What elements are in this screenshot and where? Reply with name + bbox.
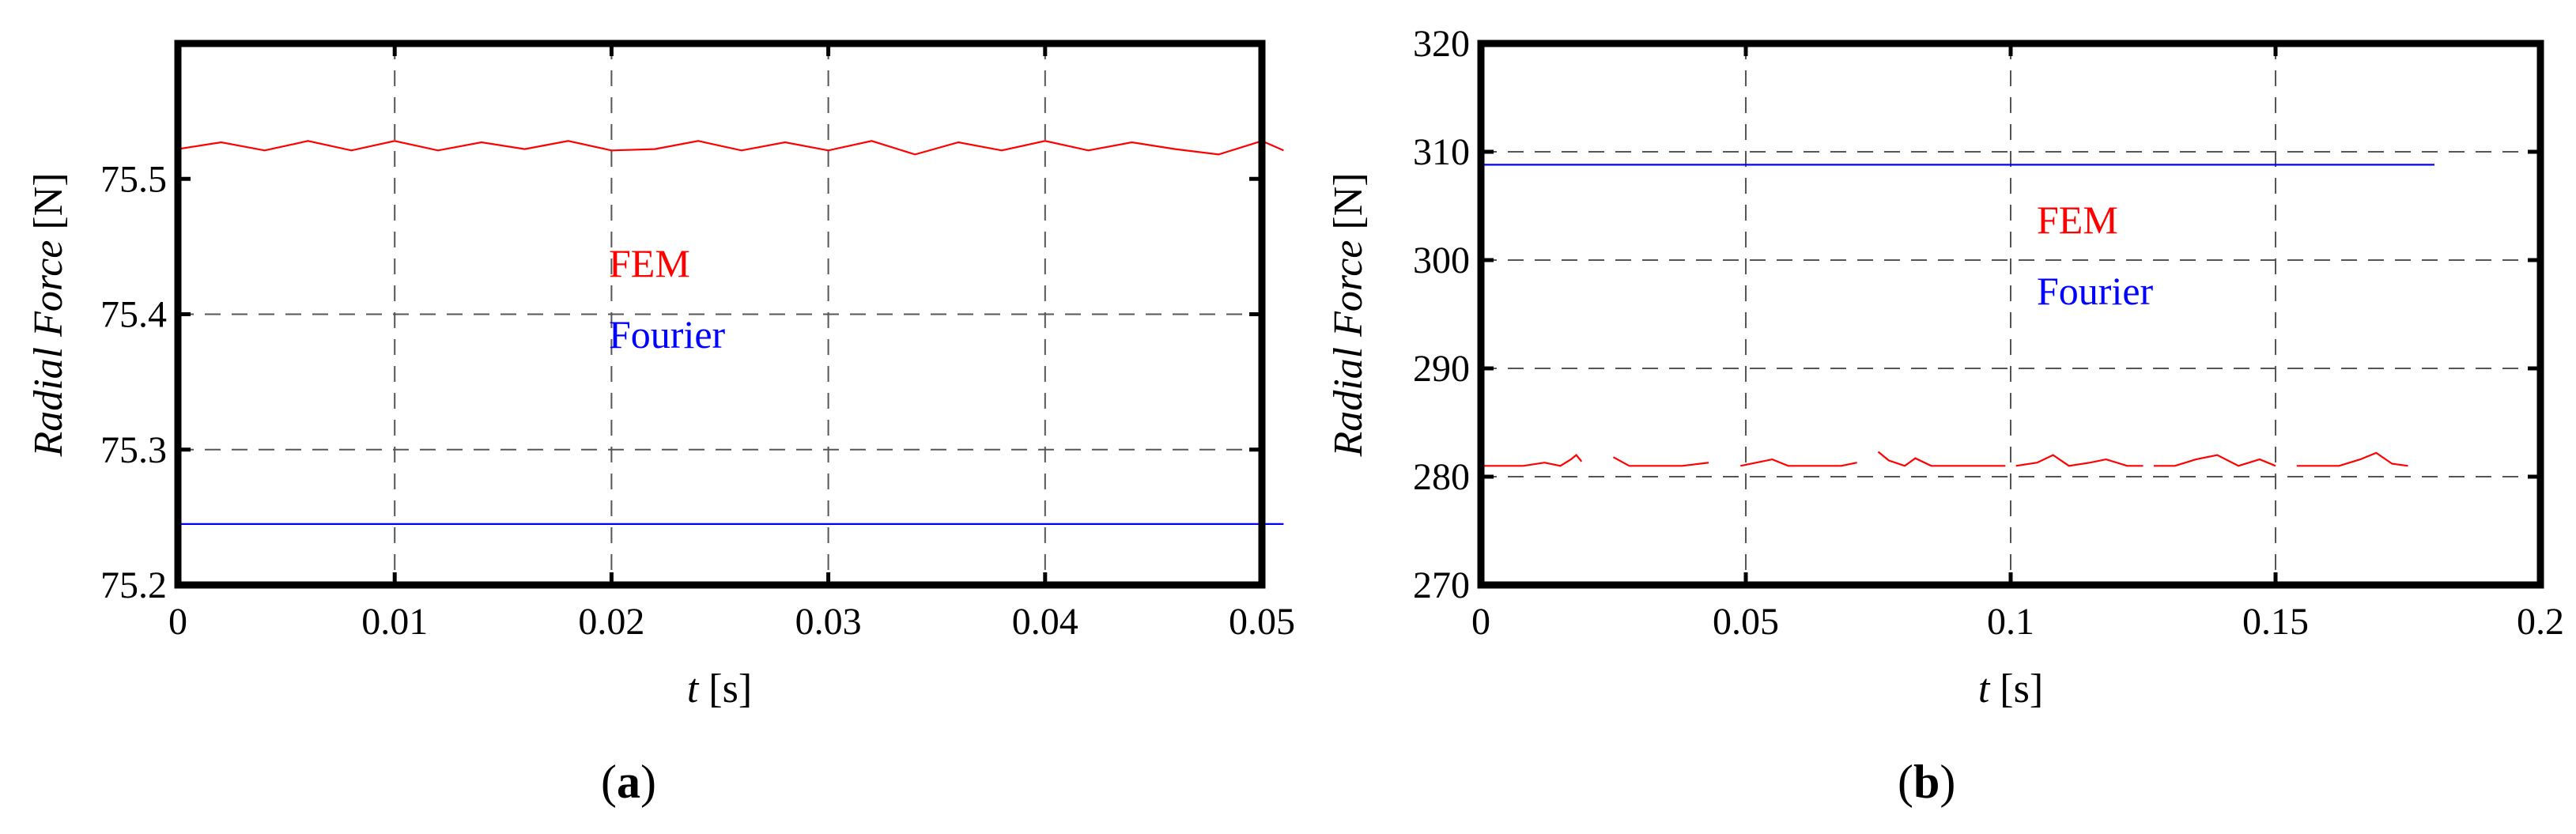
x-tick-label: 0.2 bbox=[2517, 601, 2564, 643]
x-tick-label: 0.05 bbox=[1229, 601, 1295, 643]
y-tick-label: 320 bbox=[1413, 23, 1470, 65]
legend-fem: FEM bbox=[2037, 198, 2118, 242]
y-tick-label: 75.5 bbox=[100, 158, 167, 200]
y-tick-label: 75.3 bbox=[100, 429, 167, 471]
series-fem-segment bbox=[1877, 451, 2006, 467]
series-fem-segment bbox=[1481, 454, 1583, 467]
legend-fourier: Fourier bbox=[609, 312, 726, 357]
y-tick-label: 270 bbox=[1413, 564, 1470, 606]
series-fem-segment bbox=[1612, 456, 1709, 467]
series-fem-segment bbox=[2153, 454, 2276, 467]
plot-frame bbox=[174, 40, 1266, 589]
series-fem-line bbox=[177, 140, 1284, 156]
y-tick-label: 280 bbox=[1413, 456, 1470, 498]
series-fem-segment bbox=[1740, 458, 1857, 467]
x-axis-label: t [s] bbox=[687, 666, 752, 711]
x-tick-label: 0.02 bbox=[578, 601, 644, 643]
y-tick-label: 300 bbox=[1413, 240, 1470, 281]
x-tick-label: 0.03 bbox=[795, 601, 862, 643]
series-fem-segment bbox=[2015, 454, 2144, 467]
plot-frame bbox=[1477, 40, 2544, 589]
chart-panel-a: 0 0.01 0.02 0.03 0.04 0.05 75.2 75.3 75.4 75.5 FEM… bbox=[26, 40, 1295, 808]
series-fem-segment bbox=[2296, 451, 2408, 467]
y-axis-label: Radial Force [N] bbox=[26, 172, 71, 457]
y-tick-label: 75.2 bbox=[100, 564, 167, 606]
x-tick-label: 0.01 bbox=[361, 601, 428, 643]
y-axis-variable: Radial Force bbox=[1326, 240, 1371, 458]
x-axis-unit: [s] bbox=[698, 666, 752, 711]
legend-fourier: Fourier bbox=[2037, 269, 2154, 313]
caption-a: (a) bbox=[601, 756, 656, 808]
x-tick-label: 0.04 bbox=[1012, 601, 1078, 643]
y-axis-unit: [N] bbox=[1326, 172, 1371, 240]
legend-fem: FEM bbox=[609, 241, 690, 285]
x-tick-label: 0.15 bbox=[2242, 601, 2309, 643]
chart-panel-b: 0 0.05 0.1 0.15 0.2 270 280 290 300 310 320 FEM Four… bbox=[1297, 0, 2576, 834]
x-tick-label: 0 bbox=[1471, 601, 1490, 643]
y-tick-label: 310 bbox=[1413, 131, 1470, 173]
y-axis-label: Radial Force [N] bbox=[1326, 172, 1371, 457]
x-tick-label: 0.1 bbox=[1987, 601, 2034, 643]
y-axis-unit: [N] bbox=[26, 172, 71, 240]
y-axis-variable: Radial Force bbox=[26, 240, 71, 458]
chart-b-svg: 0 0.05 0.1 0.15 0.2 270 280 290 300 310 320 FEM Four… bbox=[1326, 23, 2564, 711]
x-tick-label: 0 bbox=[168, 601, 187, 643]
x-axis-label: t [s] bbox=[1978, 666, 2043, 711]
x-tick-label: 0.05 bbox=[1713, 601, 1779, 643]
y-tick-label: 290 bbox=[1413, 348, 1470, 390]
chart-a-svg: 0 0.01 0.02 0.03 0.04 0.05 75.2 75.3 75.4 75.5 FEM… bbox=[26, 40, 1295, 711]
x-axis-variable: t bbox=[687, 666, 700, 711]
x-axis-unit: [s] bbox=[1989, 666, 2043, 711]
caption-b: (b) bbox=[1898, 756, 1956, 808]
x-axis-variable: t bbox=[1978, 666, 1991, 711]
y-tick-label: 75.4 bbox=[100, 294, 167, 336]
